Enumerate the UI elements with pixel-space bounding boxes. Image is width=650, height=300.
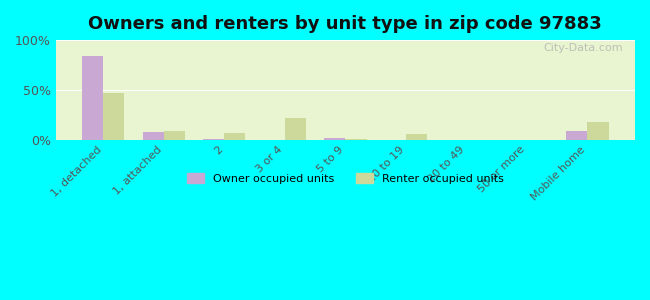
Bar (406, 134, 427, 140)
Bar (285, 118, 306, 140)
Bar (142, 132, 164, 140)
Bar (324, 137, 345, 140)
Title: Owners and renters by unit type in zip code 97883: Owners and renters by unit type in zip c… (88, 15, 603, 33)
Bar (103, 93, 124, 140)
Bar (588, 122, 608, 140)
Bar (345, 139, 367, 140)
Text: City-Data.com: City-Data.com (544, 43, 623, 53)
Bar (82, 56, 103, 140)
Bar (164, 130, 185, 140)
Bar (203, 139, 224, 140)
Bar (224, 133, 246, 140)
Legend: Owner occupied units, Renter occupied units: Owner occupied units, Renter occupied un… (183, 169, 508, 189)
Bar (566, 130, 588, 140)
